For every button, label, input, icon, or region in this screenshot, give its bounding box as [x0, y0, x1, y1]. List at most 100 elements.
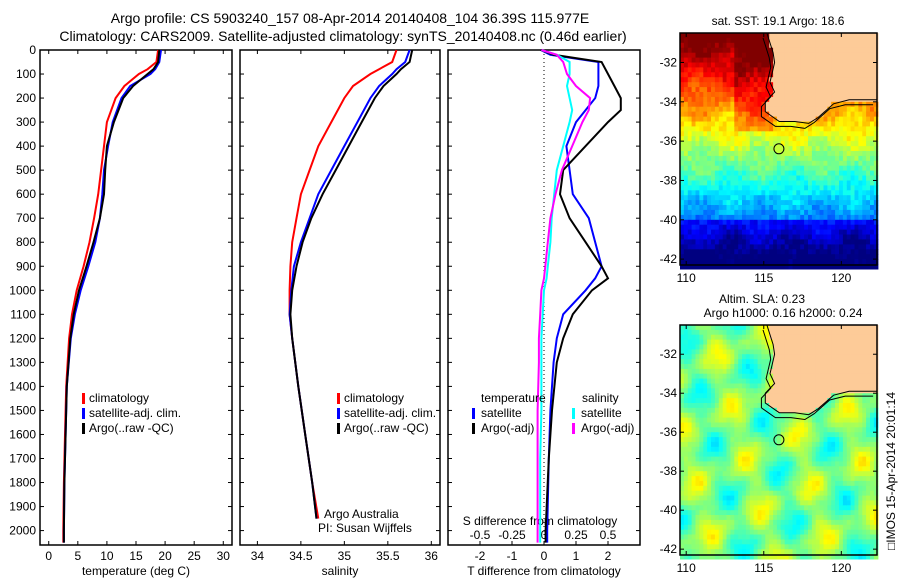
sst-map-title: sat. SST: 19.1 Argo: 18.6: [712, 14, 845, 28]
y-tick-label: 400: [16, 139, 36, 153]
legend-swatch: [82, 408, 85, 419]
sla-map-title-line1: Altim. SLA: 0.23: [719, 292, 805, 306]
lat-tick-label: -38: [660, 464, 678, 478]
sla-map-panel: -32 -34 -36 -38 -40 -42 110 115 120 Altim. SLA: 0…: [660, 292, 879, 575]
x-tick-label: 30: [217, 549, 231, 563]
y-tick-label: 1900: [9, 500, 36, 514]
lon-tick-label: 115: [754, 271, 773, 285]
legend-swatch: [337, 423, 340, 434]
legend-label: satellite: [581, 406, 622, 420]
y-tick-label: 1100: [10, 307, 36, 321]
y-tick-label: 1300: [9, 355, 36, 369]
legend-label: satellite: [481, 406, 522, 420]
plot-frame: [239, 49, 441, 546]
x2-tick-label: -0.25: [498, 528, 526, 542]
y-tick-label: 200: [16, 91, 36, 105]
lon-tick-label: 115: [754, 561, 773, 575]
isobath-contour: [760, 329, 874, 421]
x-tick-label: 15: [129, 549, 143, 563]
coastline: [764, 32, 877, 124]
x-axis-label: temperature (deg C): [82, 564, 190, 578]
x-tick-label: 25: [188, 549, 202, 563]
lat-tick-label: -32: [660, 347, 678, 361]
y-tick-label: 700: [16, 211, 36, 225]
legend-label: climatology: [89, 391, 149, 405]
x-tick-label: -1: [507, 549, 518, 563]
x-tick-label: 0: [541, 549, 548, 563]
legend-swatch: [472, 408, 475, 419]
title-line2: Climatology: CARS2009. Satellite-adjuste…: [59, 28, 626, 44]
x-tick-label: 0: [45, 549, 52, 563]
y-tick-label: 0: [29, 43, 36, 57]
credit-line1: Argo Australia: [324, 507, 399, 521]
x-tick-label: 35.5: [376, 549, 400, 563]
series-line-t-satellite: [540, 49, 603, 543]
sla-map-title-line2: Argo h1000: 0.16 h2000: 0.24: [704, 306, 863, 320]
argo-position-marker: [773, 143, 785, 155]
sst-map-panel: -32 -34 -36 -38 -40 -42 110 115 120 sat. SST: 19.…: [660, 14, 879, 285]
difference-panel: -2 -1 0 1 2 -0.5 -0.25 0 0.25 0.5 T difference fro…: [447, 49, 641, 578]
x-tick-label: 20: [158, 549, 172, 563]
lat-tick-label: -40: [660, 213, 678, 227]
series-line-argo-raw-qc-: [289, 49, 414, 519]
lat-tick-label: -40: [660, 503, 678, 517]
series-line-s-argo-adj-: [536, 49, 592, 543]
lat-tick-label: -32: [660, 55, 678, 69]
y-tick-label: 1700: [9, 451, 36, 465]
legend-label: satellite-adj. clim.: [344, 406, 436, 420]
lat-tick-label: -34: [660, 95, 678, 109]
series-line-t-argo-adj-: [540, 49, 622, 543]
series-line-argo-raw-qc-: [62, 49, 161, 543]
legend-swatch: [337, 393, 340, 404]
legend-swatch: [82, 423, 85, 434]
timestamp-stamp: □IMOS 15-Apr-2014 20:01:14: [884, 392, 898, 550]
title-line1: Argo profile: CS 5903240_157 08-Apr-2014…: [111, 10, 589, 26]
lon-tick-label: 120: [831, 271, 851, 285]
x-axis-label: salinity: [322, 564, 359, 578]
y-tick-label: 2000: [9, 524, 36, 538]
lat-tick-label: -36: [660, 134, 678, 148]
salinity-panel: 34 34.5 35 35.5 36 salinity climatologysatelli…: [239, 49, 441, 578]
x-tick-label: -2: [475, 549, 486, 563]
x-axis-label: T difference from climatology: [467, 564, 621, 578]
legend-label: Argo(-adj): [481, 421, 534, 435]
y-tick-label: 1000: [9, 283, 36, 297]
legend-label: climatology: [344, 391, 404, 405]
x-tick-label: 2: [605, 549, 612, 563]
y-tick-label: 1600: [9, 427, 36, 441]
y-tick-label: 800: [16, 235, 36, 249]
y-tick-label: 100: [16, 67, 36, 81]
x-tick-label: 34: [251, 549, 265, 563]
coastline: [764, 324, 877, 416]
legend-label: satellite-adj. clim.: [89, 406, 181, 420]
legend-label: Argo(..raw -QC): [344, 421, 429, 435]
credit-line2: PI: Susan Wijffels: [318, 521, 412, 535]
lat-tick-label: -42: [660, 252, 678, 266]
x-tick-label: 34.5: [289, 549, 313, 563]
x-tick-label: 36: [425, 549, 439, 563]
lon-tick-label: 120: [831, 561, 851, 575]
lat-tick-label: -36: [660, 425, 678, 439]
x2-tick-label: 0.5: [600, 528, 617, 542]
y-tick-label: 1800: [9, 476, 36, 490]
lon-tick-label: 110: [677, 271, 696, 285]
legend-label: Argo(-adj): [581, 421, 634, 435]
legend-swatch: [572, 423, 575, 434]
y-tick-label: 1500: [9, 403, 36, 417]
y-tick-label: 900: [16, 259, 36, 273]
x2-tick-label: 0.25: [564, 528, 588, 542]
lat-tick-label: -34: [660, 386, 678, 400]
x-tick-label: 5: [74, 549, 81, 563]
map-frame: [679, 32, 878, 266]
y-tick-label: 500: [16, 163, 36, 177]
lon-tick-label: 110: [677, 561, 696, 575]
y-tick-label: 1200: [9, 331, 36, 345]
argo-position-marker: [773, 434, 785, 446]
series-line-s-satellite: [539, 49, 574, 543]
lat-tick-label: -42: [660, 542, 678, 556]
legend-header-salinity: salinity: [582, 391, 619, 405]
x-tick-label: 1: [573, 549, 580, 563]
x-tick-label: 10: [100, 549, 114, 563]
legend-swatch: [337, 408, 340, 419]
